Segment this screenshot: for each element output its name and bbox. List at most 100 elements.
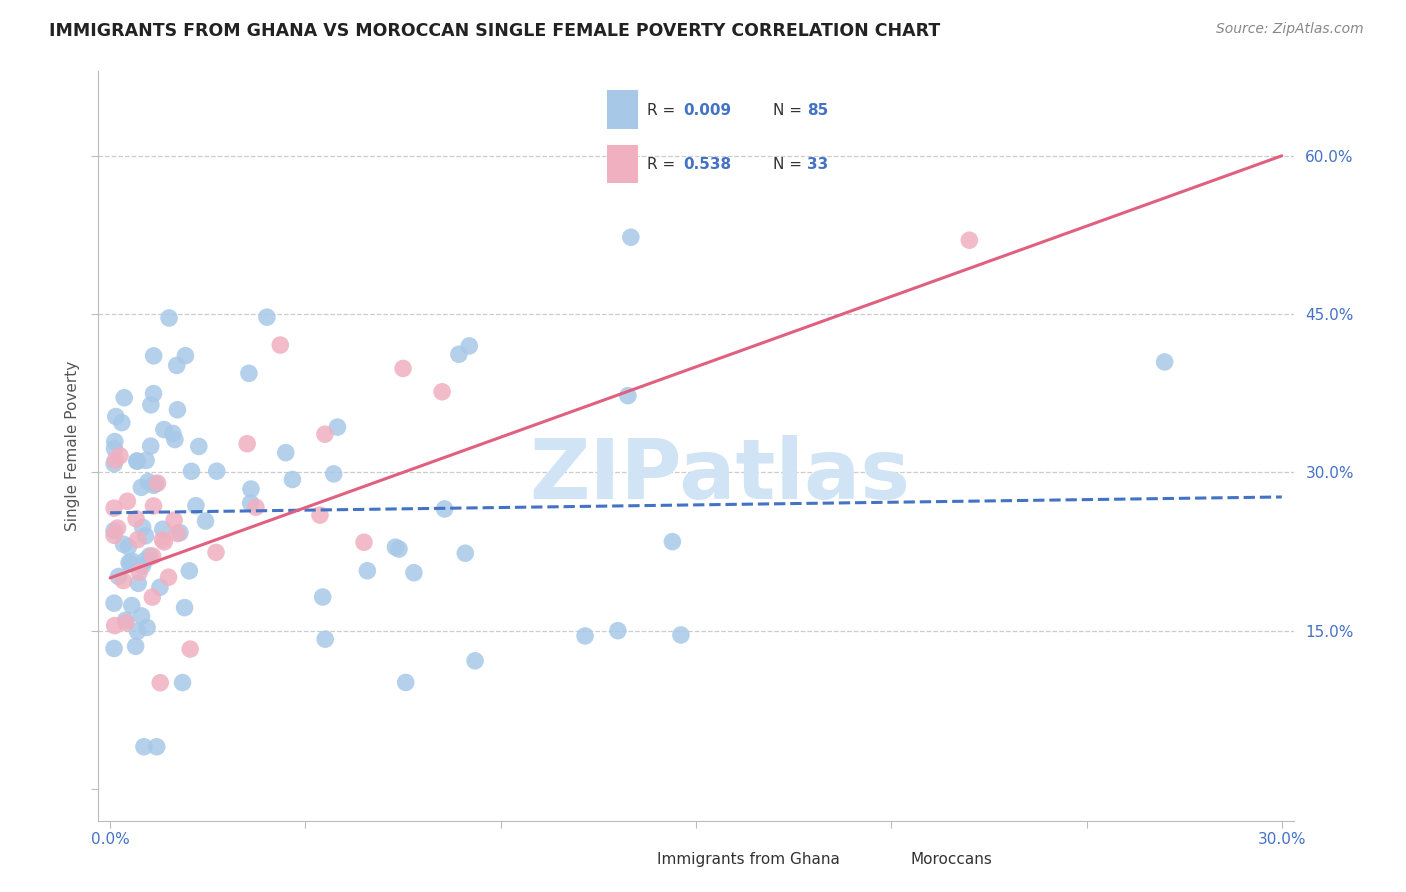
Point	[104, 409, 127, 424]
Point	[149, 580, 172, 594]
Point	[121, 599, 143, 613]
Point	[184, 499, 207, 513]
Point	[103, 501, 125, 516]
Text: Moroccans: Moroccans	[911, 853, 993, 867]
Point	[121, 554, 143, 568]
Point	[104, 618, 127, 632]
Text: Immigrants from Ghana: Immigrants from Ghana	[657, 853, 841, 867]
Point	[606, 624, 628, 638]
Point	[309, 508, 332, 522]
Point	[312, 590, 335, 604]
Point	[661, 534, 683, 549]
Point	[104, 434, 127, 449]
Point	[239, 496, 262, 510]
Point	[152, 533, 174, 547]
Point	[205, 545, 228, 559]
Point	[274, 445, 297, 459]
Point	[127, 533, 149, 547]
Point	[574, 629, 596, 643]
Point	[447, 347, 470, 361]
Point	[131, 520, 153, 534]
Point	[125, 454, 148, 468]
Point	[114, 613, 136, 627]
Point	[152, 522, 174, 536]
Point	[187, 440, 209, 454]
Point	[128, 565, 150, 579]
Point	[136, 475, 159, 489]
Point	[124, 640, 146, 654]
Point	[433, 502, 456, 516]
Point	[142, 499, 165, 513]
Point	[269, 338, 291, 352]
Point	[384, 540, 406, 554]
Point	[131, 480, 153, 494]
Point	[134, 529, 156, 543]
Point	[103, 442, 125, 456]
Point	[392, 361, 415, 376]
Point	[103, 524, 125, 538]
Point	[326, 420, 349, 434]
Point	[256, 310, 278, 325]
Point	[127, 576, 149, 591]
Point	[388, 542, 411, 557]
Point	[454, 546, 477, 560]
Point	[163, 433, 186, 447]
Point	[103, 641, 125, 656]
Point	[162, 426, 184, 441]
Point	[103, 596, 125, 610]
Point	[669, 628, 692, 642]
Point	[322, 467, 344, 481]
Point	[314, 632, 336, 647]
Point	[112, 537, 135, 551]
Point	[127, 624, 149, 639]
Point	[166, 359, 188, 373]
Point	[115, 615, 138, 630]
Point	[118, 556, 141, 570]
Point	[141, 590, 163, 604]
Point	[194, 514, 217, 528]
Point	[139, 398, 162, 412]
Point	[180, 464, 202, 478]
Point	[125, 512, 148, 526]
Point	[131, 559, 153, 574]
Point	[107, 569, 129, 583]
Point	[111, 416, 134, 430]
Text: ZIPatlas: ZIPatlas	[530, 435, 910, 516]
Point	[617, 389, 640, 403]
Point	[179, 642, 201, 657]
Point	[108, 449, 131, 463]
Point	[402, 566, 425, 580]
Point	[1153, 355, 1175, 369]
Point	[139, 439, 162, 453]
Point	[353, 535, 375, 549]
Point	[281, 473, 304, 487]
Point	[142, 549, 165, 563]
Point	[149, 675, 172, 690]
Y-axis label: Single Female Poverty: Single Female Poverty	[65, 361, 80, 531]
Point	[107, 521, 129, 535]
Point	[145, 476, 167, 491]
Point	[127, 454, 149, 468]
Point	[153, 534, 176, 549]
Point	[134, 553, 156, 567]
Point	[174, 349, 197, 363]
Point	[136, 620, 159, 634]
Point	[135, 453, 157, 467]
Text: Source: ZipAtlas.com: Source: ZipAtlas.com	[1216, 22, 1364, 37]
Point	[205, 464, 228, 478]
Point	[239, 482, 262, 496]
Point	[620, 230, 643, 244]
Point	[464, 654, 486, 668]
Point	[142, 386, 165, 401]
Point	[169, 525, 191, 540]
Point	[131, 609, 153, 624]
Point	[153, 423, 176, 437]
Text: IMMIGRANTS FROM GHANA VS MOROCCAN SINGLE FEMALE POVERTY CORRELATION CHART: IMMIGRANTS FROM GHANA VS MOROCCAN SINGLE…	[49, 22, 941, 40]
Point	[145, 739, 167, 754]
Point	[117, 494, 139, 508]
Point	[112, 574, 135, 588]
Point	[166, 526, 188, 541]
Point	[236, 436, 259, 450]
Point	[118, 558, 141, 572]
Point	[173, 600, 195, 615]
